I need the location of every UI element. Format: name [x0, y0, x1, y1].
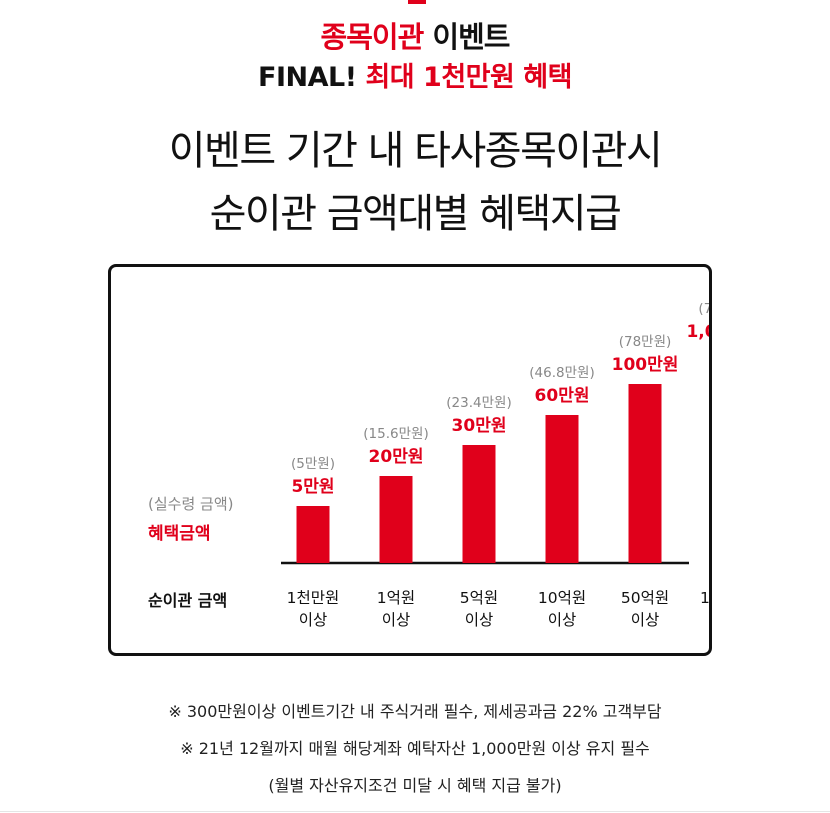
- note-3: (월별 자산유지조건 미달 시 혜택 지급 불가): [268, 776, 562, 795]
- benefit-label-1: 5만원: [291, 477, 334, 497]
- legend-benefit-label: 혜택금액: [148, 524, 211, 544]
- event-title: 종목이관 이벤트: [0, 14, 830, 56]
- event-name-black: 이벤트: [432, 20, 510, 54]
- bar-2: [379, 476, 413, 563]
- category-sub-label-3: 이상: [465, 611, 494, 629]
- category-label-2: 1억원: [377, 589, 415, 607]
- net-label-3: (23.4만원): [446, 395, 511, 411]
- max-benefit-label: 최대 1천만원 혜택: [365, 62, 572, 93]
- xaxis-title: 순이관 금액: [148, 591, 227, 610]
- category-label-6: 100억원: [700, 589, 709, 607]
- bar-5: [628, 384, 662, 563]
- benefit-label-6: 1,000만원: [686, 322, 709, 342]
- net-label-2: (15.6만원): [363, 426, 428, 442]
- benefit-label-3: 30만원: [452, 416, 507, 436]
- benefit-label-2: 20만원: [369, 447, 424, 467]
- category-label-1: 1천만원: [287, 589, 340, 607]
- event-name-red: 종목이관: [320, 20, 425, 54]
- net-label-5: (78만원): [619, 334, 672, 350]
- final-label: FINAL!: [258, 62, 357, 93]
- event-subtitle: FINAL! 최대 1천만원 혜택: [0, 55, 830, 94]
- note-2: ※ 21년 12월까지 매월 해당계좌 예탁자산 1,000만원 이상 유지 필…: [180, 739, 650, 758]
- headline-line-2: 순이관 금액대별 혜택지급: [209, 191, 622, 237]
- category-label-3: 5억원: [460, 589, 498, 607]
- note-1: ※ 300만원이상 이벤트기간 내 주식거래 필수, 제세공과금 22% 고객부…: [168, 702, 662, 721]
- bar-1: [296, 506, 330, 563]
- category-sub-label-4: 이상: [548, 611, 577, 629]
- headline-line-1: 이벤트 기간 내 타사종목이관시: [168, 128, 663, 174]
- footer-divider: [0, 811, 830, 812]
- net-label-6: (780만원): [698, 301, 709, 317]
- legend-net-label: (실수령 금액): [148, 495, 233, 513]
- net-label-4: (46.8만원): [529, 365, 594, 381]
- category-sub-label-1: 이상: [299, 611, 328, 629]
- benefit-label-5: 100만원: [612, 355, 679, 375]
- category-label-5: 50억원: [621, 589, 669, 607]
- category-sub-label-2: 이상: [382, 611, 411, 629]
- benefit-label-4: 60만원: [535, 386, 590, 406]
- category-sub-label-5: 이상: [631, 611, 660, 629]
- net-label-1: (5만원): [291, 456, 335, 472]
- bar-3: [462, 445, 496, 563]
- top-accent-bar: [408, 0, 426, 4]
- category-label-4: 10억원: [538, 589, 586, 607]
- bar-4: [545, 415, 579, 563]
